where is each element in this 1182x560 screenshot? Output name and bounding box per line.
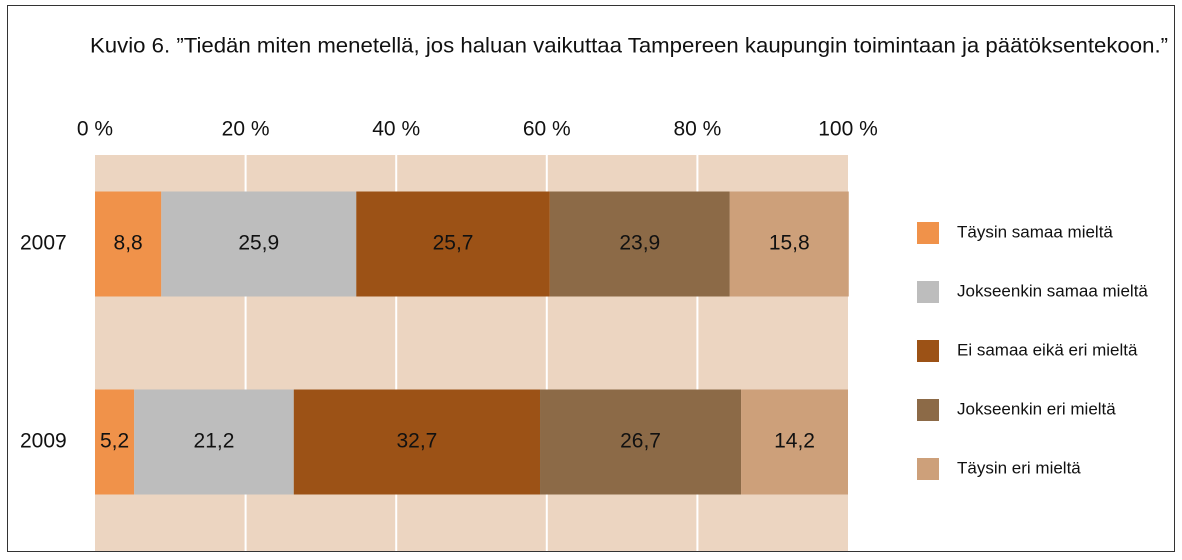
- legend-swatch: [917, 222, 939, 244]
- x-tick-label: 60 %: [523, 118, 571, 141]
- x-tick-label: 20 %: [222, 118, 270, 141]
- data-label: 23,9: [619, 232, 660, 255]
- data-label: 32,7: [396, 430, 437, 453]
- legend-label: Jokseenkin samaa mieltä: [957, 281, 1148, 300]
- legend-swatch: [917, 458, 939, 480]
- bar-segment: [549, 191, 730, 297]
- bar-segment: [161, 191, 357, 297]
- legend-swatch: [917, 399, 939, 421]
- legend-swatch: [917, 281, 939, 303]
- legend-label: Täysin eri mieltä: [957, 458, 1081, 477]
- data-label: 8,8: [114, 232, 143, 255]
- data-label: 21,2: [194, 430, 235, 453]
- y-tick-label: 2009: [20, 430, 67, 453]
- data-label: 25,9: [238, 232, 279, 255]
- data-label: 26,7: [620, 430, 661, 453]
- legend-label: Ei samaa eikä eri mieltä: [957, 340, 1138, 359]
- x-tick-label: 80 %: [673, 118, 721, 141]
- bar-segment: [729, 191, 849, 297]
- bar-segment: [356, 191, 550, 297]
- legend-label: Täysin samaa mieltä: [957, 222, 1113, 241]
- bar-segment: [741, 389, 848, 495]
- x-tick-label: 40 %: [372, 118, 420, 141]
- y-tick-label: 2007: [20, 232, 67, 255]
- data-label: 25,7: [433, 232, 474, 255]
- bar-segment: [293, 389, 541, 495]
- data-label: 15,8: [769, 232, 810, 255]
- legend-label: Jokseenkin eri mieltä: [957, 399, 1116, 418]
- data-label: 5,2: [100, 430, 129, 453]
- bar-segment: [95, 191, 162, 297]
- data-label: 14,2: [774, 430, 815, 453]
- bar-segment: [95, 389, 135, 495]
- chart-title: Kuvio 6. ”Tiedän miten menetellä, jos ha…: [90, 35, 1168, 58]
- legend-swatch: [917, 340, 939, 362]
- x-tick-label: 100 %: [818, 118, 878, 141]
- bar-segment: [134, 389, 294, 495]
- bar-segment: [540, 389, 742, 495]
- x-tick-label: 0 %: [77, 118, 113, 141]
